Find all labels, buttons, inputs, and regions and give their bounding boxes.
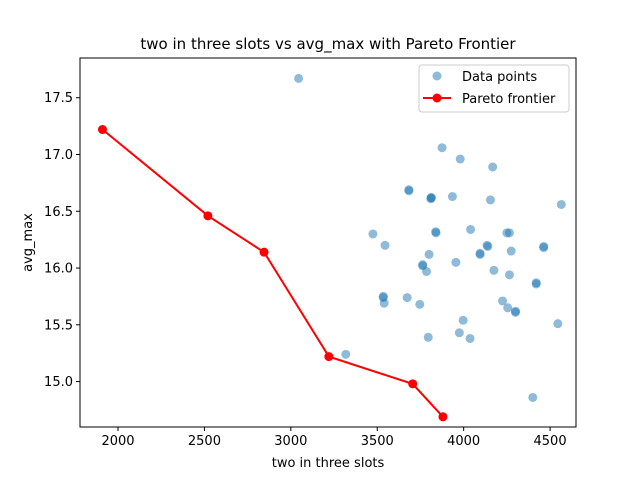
x-tick-label: 3000 xyxy=(274,434,307,449)
x-tick-label: 4500 xyxy=(534,434,567,449)
data-point xyxy=(488,162,498,172)
legend-box xyxy=(418,64,570,113)
data-point xyxy=(368,229,378,239)
legend-pareto-marker xyxy=(432,93,442,103)
data-point xyxy=(465,333,475,343)
plot-frame xyxy=(79,57,577,428)
data-point xyxy=(424,249,434,259)
y-tick-label: 16.0 xyxy=(44,262,73,277)
data-point xyxy=(451,257,461,267)
data-point xyxy=(503,303,513,313)
y-tick-label: 15.0 xyxy=(44,375,73,390)
legend-data-points-label: Data points xyxy=(462,70,537,85)
x-axis-ticks: 2000 2500 3000 3500 4000 4500 xyxy=(101,427,567,449)
data-point xyxy=(294,73,304,83)
pareto-point xyxy=(259,247,269,257)
y-axis-ticks: 15.0 15.5 16.0 16.5 17.0 17.5 xyxy=(44,91,80,390)
pareto-point xyxy=(203,211,213,221)
data-point xyxy=(341,349,351,359)
data-point xyxy=(511,306,521,316)
x-tick-label: 4000 xyxy=(447,434,480,449)
legend-pareto-label: Pareto frontier xyxy=(462,92,556,107)
data-point xyxy=(402,293,412,303)
data-point xyxy=(423,332,433,342)
data-point xyxy=(466,224,476,234)
pareto-frontier-line xyxy=(101,128,444,418)
data-point xyxy=(539,241,549,251)
data-point xyxy=(485,195,495,205)
data-point xyxy=(531,278,541,288)
data-point xyxy=(447,192,457,202)
data-point xyxy=(504,270,514,280)
data-point xyxy=(498,296,508,306)
legend: Data points Pareto frontier xyxy=(418,64,570,113)
data-point xyxy=(482,240,492,250)
x-tick-label: 2000 xyxy=(101,434,134,449)
y-tick-label: 17.5 xyxy=(44,91,73,106)
chart-title: two in three slots vs avg_max with Paret… xyxy=(140,35,516,54)
y-tick-label: 15.5 xyxy=(44,318,73,333)
data-point xyxy=(506,246,516,256)
pareto-frontier-group xyxy=(97,125,448,422)
data-point xyxy=(415,299,425,309)
data-point xyxy=(489,265,499,275)
data-point xyxy=(422,266,432,276)
pareto-point xyxy=(324,352,334,362)
data-points-group xyxy=(294,73,566,402)
data-point xyxy=(404,185,414,195)
data-point xyxy=(504,228,514,238)
data-point xyxy=(475,248,485,258)
pareto-point xyxy=(408,379,418,389)
data-point xyxy=(431,227,441,237)
data-point xyxy=(454,328,464,338)
data-point xyxy=(426,193,436,203)
legend-data-points-marker xyxy=(432,71,442,81)
data-point xyxy=(553,319,563,329)
data-point xyxy=(528,392,538,402)
data-point xyxy=(455,154,465,164)
data-point xyxy=(437,143,447,153)
y-tick-label: 16.5 xyxy=(44,205,73,220)
y-tick-label: 17.0 xyxy=(44,148,73,163)
data-point xyxy=(418,260,428,270)
x-axis-label: two in three slots xyxy=(272,456,385,471)
pareto-point xyxy=(438,412,448,422)
y-axis-label: avg_max xyxy=(21,213,36,272)
data-point xyxy=(458,315,468,325)
plot-area xyxy=(80,58,576,427)
data-point xyxy=(378,291,388,301)
data-point xyxy=(556,199,566,209)
data-point xyxy=(380,240,390,250)
x-tick-label: 2500 xyxy=(188,434,221,449)
x-tick-label: 3500 xyxy=(361,434,394,449)
pareto-point xyxy=(97,125,107,135)
